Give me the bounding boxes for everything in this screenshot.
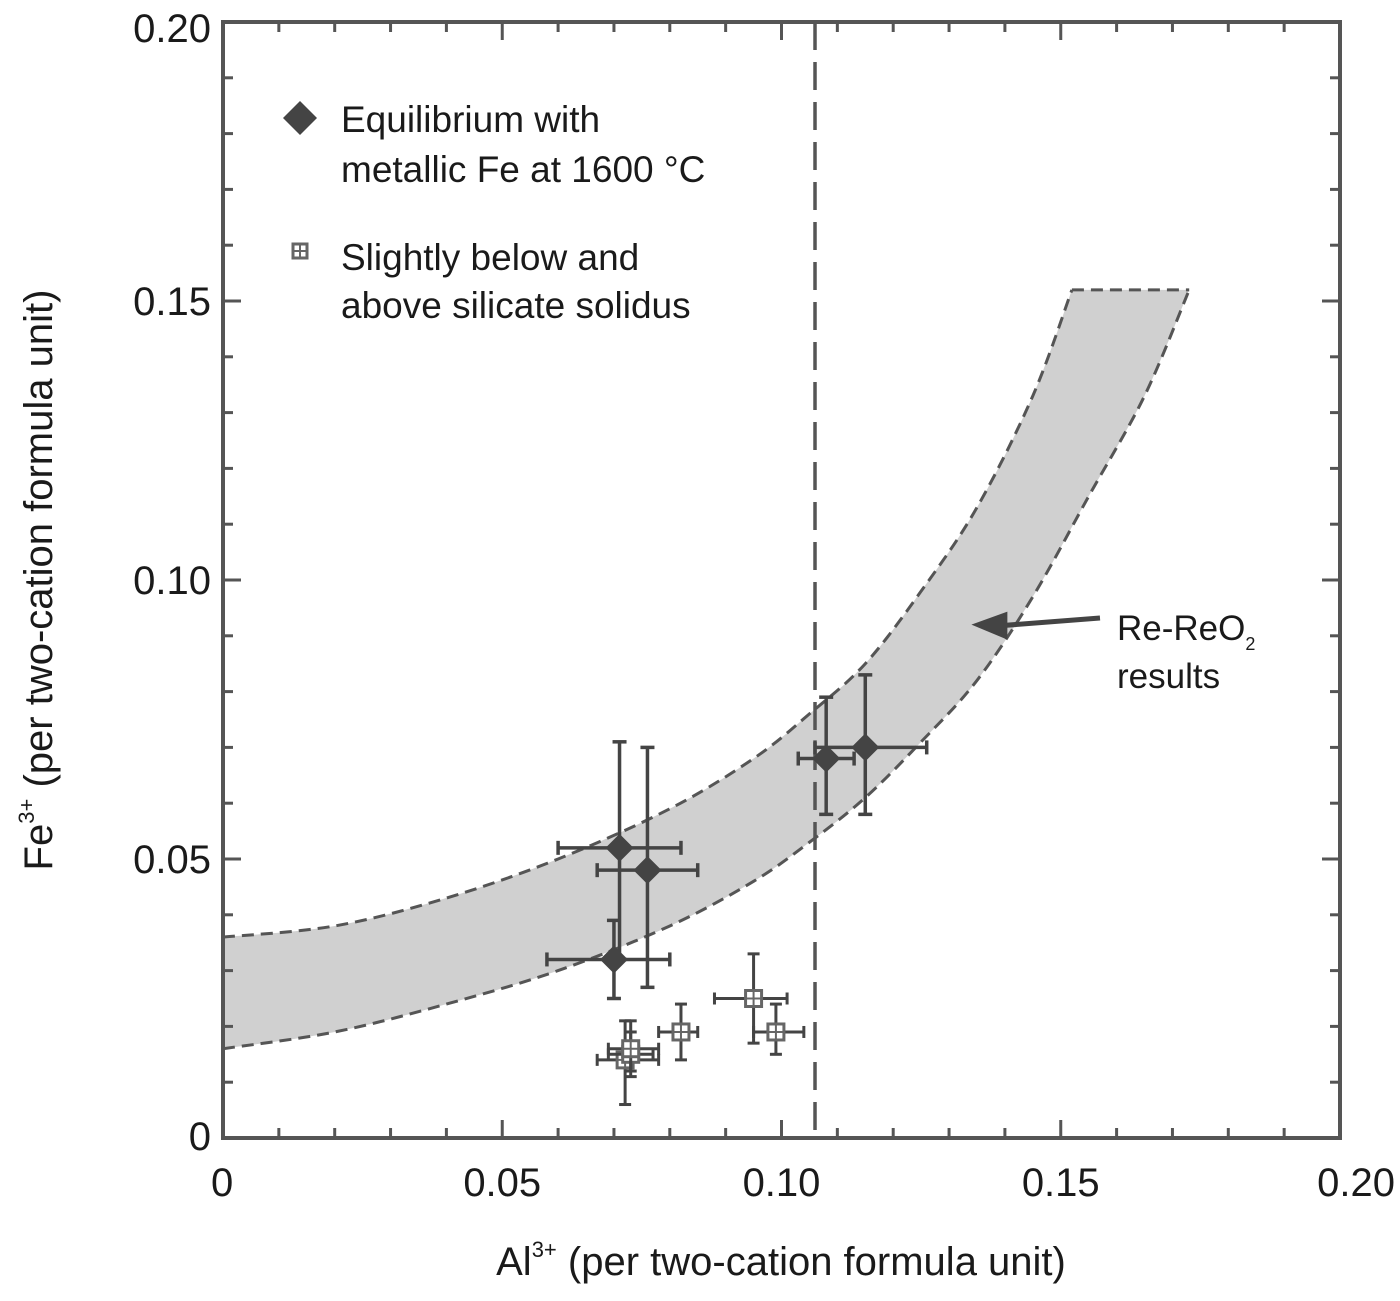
y-tick-label: 0: [189, 1115, 211, 1159]
diamond-data-point: [796, 695, 856, 817]
annotation-line-2: results: [1117, 657, 1220, 696]
diamond-marker: [851, 733, 880, 762]
re-reo2-band-layer: [222, 288, 1191, 1051]
square-data-point: [752, 1002, 806, 1056]
y-axis-title: Fe3+ (per two-cation formula unit): [14, 290, 61, 871]
annotation-base: Re-ReO: [1117, 609, 1245, 648]
y-tick-label: 0.15: [133, 280, 211, 324]
y-axis-title-sup: 3+: [14, 799, 39, 824]
annotation-arrow: [971, 611, 1101, 640]
annotation-line-1: Re-ReO2: [1117, 609, 1255, 654]
x-tick-label: 0.05: [463, 1161, 541, 1205]
legend-square-marker: [291, 242, 309, 260]
ticks-layer: 0 0.05 0.10 0.15 0.20 0 0.05 0.10 0.15 0.20: [133, 7, 1395, 1205]
square-data-point: [606, 1019, 661, 1073]
square-data-point: [657, 1002, 700, 1062]
y-axis-title-base: Fe: [17, 824, 61, 871]
legend-entry-1-line-1: Equilibrium with: [341, 99, 600, 140]
annotation-arrow-head: [971, 611, 1008, 640]
diamond-marker: [599, 945, 628, 974]
x-axis-title-sup: 3+: [532, 1237, 557, 1262]
legend-entry-2-line-1: Slightly below and: [341, 237, 639, 278]
annotation-subscript: 2: [1245, 634, 1255, 654]
re-reo2-annotation: Re-ReO2 results: [971, 609, 1255, 696]
x-tick-label: 0.10: [743, 1161, 821, 1205]
band-upper-boundary: [222, 289, 1074, 939]
x-tick-label: 0.15: [1022, 1161, 1100, 1205]
diamond-marker: [633, 856, 662, 885]
diamond-data-point: [813, 673, 929, 817]
y-tick-label: 0.20: [133, 7, 211, 51]
diamond-marker: [605, 833, 634, 862]
x-axis-title: Al3+ (per two-cation formula unit): [496, 1237, 1066, 1284]
y-tick-label: 0.10: [133, 559, 211, 603]
data-points-layer: [545, 673, 929, 1107]
legend-entry-2-line-2: above silicate solidus: [341, 285, 691, 326]
diamond-data-point: [595, 745, 700, 990]
annotation-arrow-shaft: [1001, 615, 1101, 629]
band-lower-boundary: [222, 289, 1191, 1051]
x-axis-title-base: Al: [496, 1240, 532, 1284]
x-axis-title-rest: (per two-cation formula unit): [557, 1240, 1066, 1284]
x-tick-label: 0: [211, 1161, 233, 1205]
band-fill: [223, 289, 1190, 1049]
legend-diamond-marker: [283, 101, 317, 135]
legend-entry-1-line-2: metallic Fe at 1600 °C: [341, 149, 705, 190]
y-tick-label: 0.05: [133, 838, 211, 882]
x-tick-label: 0.20: [1317, 1161, 1395, 1205]
diamond-data-point: [545, 918, 672, 1001]
diamond-marker: [812, 744, 841, 773]
legend: Equilibrium with metallic Fe at 1600 °C …: [283, 99, 705, 326]
y-axis-title-rest: (per two-cation formula unit): [17, 290, 61, 799]
